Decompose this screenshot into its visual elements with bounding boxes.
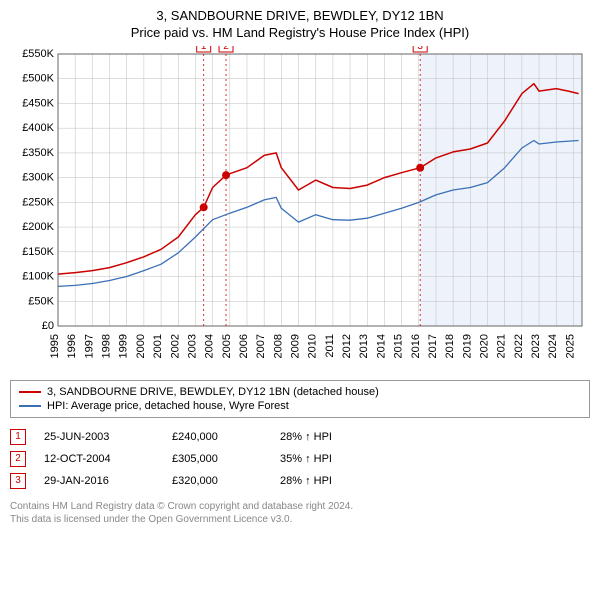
sale-row: 3 29-JAN-2016 £320,000 28% ↑ HPI [10, 470, 590, 492]
svg-text:£550K: £550K [22, 48, 54, 60]
svg-text:1995: 1995 [49, 334, 61, 358]
chart-title-line1: 3, SANDBOURNE DRIVE, BEWDLEY, DY12 1BN [10, 8, 590, 25]
svg-text:£400K: £400K [22, 122, 54, 134]
sales-table: 1 25-JUN-2003 £240,000 28% ↑ HPI 2 12-OCT-200… [10, 426, 590, 492]
svg-text:2008: 2008 [272, 334, 284, 358]
legend-label: 3, SANDBOURNE DRIVE, BEWDLEY, DY12 1BN (… [47, 386, 379, 398]
svg-text:2020: 2020 [479, 334, 491, 358]
sale-marker-badge: 2 [10, 451, 26, 467]
svg-text:2009: 2009 [290, 334, 302, 358]
svg-text:£150K: £150K [22, 246, 54, 258]
svg-text:3: 3 [417, 46, 423, 52]
sale-marker-badge: 3 [10, 473, 26, 489]
legend-swatch [19, 405, 41, 407]
legend: 3, SANDBOURNE DRIVE, BEWDLEY, DY12 1BN (… [10, 380, 590, 418]
svg-text:2021: 2021 [496, 334, 508, 358]
svg-text:2018: 2018 [444, 334, 456, 358]
sale-date: 25-JUN-2003 [44, 431, 154, 443]
svg-text:1996: 1996 [66, 334, 78, 358]
svg-text:£100K: £100K [22, 270, 54, 282]
svg-text:£50K: £50K [28, 295, 54, 307]
svg-text:£0: £0 [42, 320, 54, 332]
svg-text:2014: 2014 [375, 334, 387, 358]
footer-line1: Contains HM Land Registry data © Crown c… [10, 500, 590, 513]
svg-text:2007: 2007 [255, 334, 267, 358]
svg-text:2017: 2017 [427, 334, 439, 358]
sale-row: 1 25-JUN-2003 £240,000 28% ↑ HPI [10, 426, 590, 448]
sale-date: 12-OCT-2004 [44, 453, 154, 465]
sale-hpi: 28% ↑ HPI [280, 475, 370, 487]
svg-text:2013: 2013 [358, 334, 370, 358]
sale-hpi: 28% ↑ HPI [280, 431, 370, 443]
svg-text:2: 2 [223, 46, 229, 52]
chart-container: 3, SANDBOURNE DRIVE, BEWDLEY, DY12 1BN P… [0, 0, 600, 536]
svg-text:£250K: £250K [22, 196, 54, 208]
svg-text:1998: 1998 [101, 334, 113, 358]
sale-price: £240,000 [172, 431, 262, 443]
svg-text:1997: 1997 [83, 334, 95, 358]
line-chart-svg: £0 £50K £100K £150K £200K £250K £300K £350K £400… [10, 46, 590, 376]
svg-text:2012: 2012 [341, 334, 353, 358]
sale-price: £320,000 [172, 475, 262, 487]
svg-text:2025: 2025 [564, 334, 576, 358]
sale-date: 29-JAN-2016 [44, 475, 154, 487]
svg-text:2005: 2005 [221, 334, 233, 358]
svg-text:1: 1 [201, 46, 207, 52]
svg-text:2004: 2004 [204, 334, 216, 358]
sale-price: £305,000 [172, 453, 262, 465]
svg-text:2011: 2011 [324, 334, 336, 358]
svg-text:2024: 2024 [547, 334, 559, 358]
svg-text:2010: 2010 [307, 334, 319, 358]
chart-plot: £0 £50K £100K £150K £200K £250K £300K £350K £400… [10, 46, 590, 376]
svg-text:£200K: £200K [22, 221, 54, 233]
legend-row: 3, SANDBOURNE DRIVE, BEWDLEY, DY12 1BN (… [19, 385, 581, 399]
svg-text:2006: 2006 [238, 334, 250, 358]
svg-text:2000: 2000 [135, 334, 147, 358]
svg-text:£500K: £500K [22, 73, 54, 85]
svg-text:2002: 2002 [169, 334, 181, 358]
sale-marker-badge: 1 [10, 429, 26, 445]
svg-text:2003: 2003 [186, 334, 198, 358]
svg-text:2015: 2015 [393, 334, 405, 358]
legend-label: HPI: Average price, detached house, Wyre… [47, 400, 289, 412]
chart-title-line2: Price paid vs. HM Land Registry's House … [10, 25, 590, 40]
svg-text:2022: 2022 [513, 334, 525, 358]
svg-text:2023: 2023 [530, 334, 542, 358]
svg-text:1999: 1999 [118, 334, 130, 358]
svg-text:2001: 2001 [152, 334, 164, 358]
footer-line2: This data is licensed under the Open Gov… [10, 513, 590, 526]
legend-swatch [19, 391, 41, 393]
sale-hpi: 35% ↑ HPI [280, 453, 370, 465]
svg-text:£450K: £450K [22, 97, 54, 109]
sale-row: 2 12-OCT-2004 £305,000 35% ↑ HPI [10, 448, 590, 470]
svg-text:2019: 2019 [461, 334, 473, 358]
svg-text:£300K: £300K [22, 172, 54, 184]
svg-text:£350K: £350K [22, 147, 54, 159]
legend-row: HPI: Average price, detached house, Wyre… [19, 399, 581, 413]
footer-attribution: Contains HM Land Registry data © Crown c… [10, 500, 590, 526]
svg-text:2016: 2016 [410, 334, 422, 358]
